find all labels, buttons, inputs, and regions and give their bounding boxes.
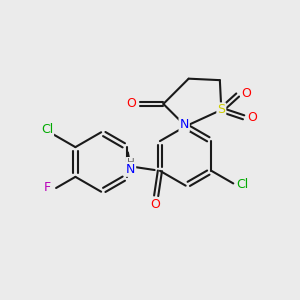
Text: Cl: Cl [41, 123, 53, 136]
Text: O: O [126, 98, 136, 110]
Text: Cl: Cl [237, 178, 249, 191]
Text: F: F [44, 182, 51, 194]
Text: H: H [127, 158, 134, 168]
Text: N: N [126, 163, 135, 176]
Text: O: O [247, 111, 257, 124]
Text: O: O [241, 87, 251, 100]
Text: S: S [217, 103, 225, 116]
Text: O: O [150, 198, 160, 211]
Text: N: N [179, 118, 189, 131]
